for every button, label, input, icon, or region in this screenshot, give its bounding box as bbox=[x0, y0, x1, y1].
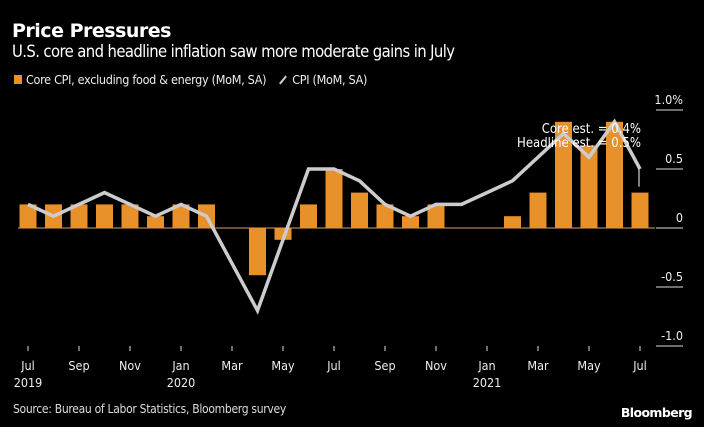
annotation-headline-est: Headline est. = 0.5% bbox=[517, 136, 641, 151]
bar-core-2 bbox=[70, 204, 88, 228]
x-tick-label-5: May bbox=[271, 358, 295, 373]
legend-label-cpi: CPI (MoM, SA) bbox=[292, 72, 368, 87]
bar-core-14 bbox=[376, 204, 394, 228]
bar-core-24 bbox=[631, 192, 649, 228]
x-tick-label-8: Nov bbox=[425, 358, 447, 373]
bar-core-5 bbox=[147, 216, 164, 228]
x-tick-label-11: May bbox=[577, 358, 601, 373]
annotation-core-est: Core est. = 0.4% bbox=[542, 122, 641, 137]
x-tick-label-3: Jan bbox=[171, 358, 189, 373]
x-tick-label-12: Jul bbox=[632, 358, 647, 373]
y-tick-label-3: -0.5 bbox=[661, 269, 683, 284]
legend-swatch-core bbox=[14, 75, 22, 84]
y-tick-label-2: 0 bbox=[676, 210, 683, 225]
bar-core-15 bbox=[402, 216, 419, 228]
source-note: Source: Bureau of Labor Statistics, Bloo… bbox=[13, 402, 286, 416]
x-tick-label-10: Mar bbox=[527, 358, 549, 373]
x-tick-year-9: 2021 bbox=[473, 375, 502, 390]
x-tick-label-0: Jul bbox=[20, 358, 35, 373]
y-tick-label-1: 0.5 bbox=[665, 151, 683, 166]
bar-core-16 bbox=[427, 204, 445, 228]
x-tick-label-7: Sep bbox=[374, 358, 395, 373]
x-tick-label-6: Jul bbox=[326, 358, 341, 373]
x-tick-year-0: 2019 bbox=[14, 375, 43, 390]
bar-core-13 bbox=[351, 192, 368, 228]
bar-core-4 bbox=[121, 204, 139, 228]
x-tick-year-3: 2020 bbox=[167, 375, 196, 390]
x-tick-label-9: Jan bbox=[477, 358, 495, 373]
bar-core-9 bbox=[249, 228, 266, 276]
legend-label-core: Core CPI, excluding food & energy (MoM, … bbox=[26, 72, 267, 87]
bar-core-19 bbox=[504, 216, 521, 228]
bar-core-21 bbox=[555, 121, 572, 228]
bar-core-22 bbox=[580, 145, 598, 228]
chart-subtitle: U.S. core and headline inflation saw mor… bbox=[12, 42, 455, 61]
bar-core-6 bbox=[172, 204, 190, 228]
bar-core-12 bbox=[325, 169, 343, 228]
x-tick-label-4: Mar bbox=[221, 358, 243, 373]
y-tick-label-0: 1.0% bbox=[654, 92, 683, 107]
y-tick-label-4: -1.0 bbox=[661, 328, 683, 343]
x-tick-label-2: Nov bbox=[119, 358, 141, 373]
bar-core-10 bbox=[274, 228, 292, 240]
bar-core-0 bbox=[19, 204, 37, 228]
bar-core-11 bbox=[300, 204, 317, 228]
x-tick-label-1: Sep bbox=[68, 358, 89, 373]
bloomberg-logo: Bloomberg bbox=[620, 405, 693, 420]
bar-core-3 bbox=[96, 204, 113, 228]
bar-core-23 bbox=[606, 121, 623, 228]
bar-core-20 bbox=[529, 192, 547, 228]
chart-title: Price Pressures bbox=[12, 20, 171, 42]
legend: Core CPI, excluding food & energy (MoM, … bbox=[14, 72, 367, 87]
